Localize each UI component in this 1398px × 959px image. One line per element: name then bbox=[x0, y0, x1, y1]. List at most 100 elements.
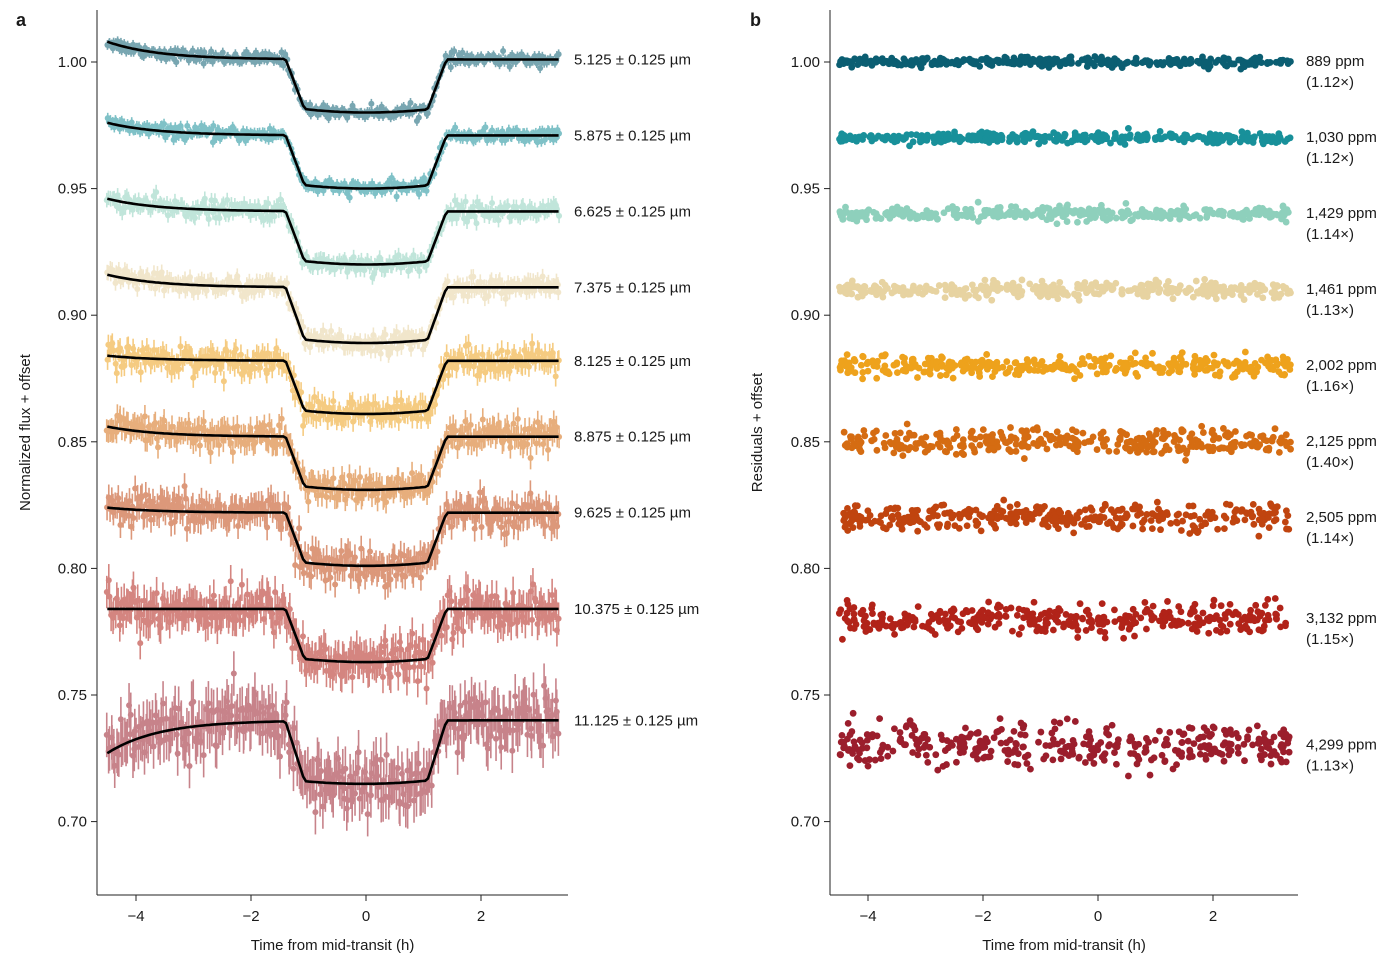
data-point bbox=[184, 122, 191, 129]
data-point bbox=[350, 254, 357, 261]
data-point bbox=[277, 196, 284, 203]
data-point bbox=[152, 420, 159, 427]
data-point bbox=[112, 360, 119, 367]
data-point bbox=[117, 522, 124, 529]
data-point bbox=[393, 328, 400, 335]
data-point bbox=[369, 413, 376, 420]
data-point bbox=[556, 212, 563, 219]
data-point bbox=[298, 389, 305, 396]
data-point bbox=[496, 276, 503, 283]
data-point bbox=[378, 344, 385, 351]
data-point bbox=[137, 640, 144, 647]
data-point bbox=[150, 346, 157, 353]
data-point bbox=[447, 64, 454, 71]
data-point bbox=[473, 352, 480, 359]
data-point bbox=[470, 273, 477, 280]
data-point bbox=[459, 49, 466, 56]
data-point bbox=[125, 512, 132, 519]
data-point bbox=[427, 410, 434, 417]
data-point bbox=[104, 356, 111, 363]
data-point bbox=[531, 426, 538, 433]
data-point bbox=[330, 398, 337, 405]
data-point bbox=[148, 516, 155, 523]
data-point bbox=[360, 557, 367, 564]
data-point bbox=[384, 581, 391, 588]
data-point bbox=[423, 187, 430, 194]
data-point bbox=[434, 548, 441, 555]
data-point bbox=[323, 494, 330, 501]
data-point bbox=[477, 365, 484, 372]
data-point bbox=[128, 362, 135, 369]
data-point bbox=[155, 444, 162, 451]
data-point bbox=[444, 278, 451, 285]
data-point bbox=[112, 279, 119, 286]
data-point bbox=[424, 110, 431, 117]
data-point bbox=[533, 60, 540, 67]
data-point bbox=[189, 47, 196, 54]
data-point bbox=[219, 49, 226, 56]
data-point bbox=[237, 351, 244, 358]
data-point bbox=[300, 570, 307, 577]
data-point bbox=[527, 455, 534, 462]
data-point bbox=[113, 428, 120, 435]
data-point bbox=[260, 217, 267, 224]
data-point bbox=[251, 365, 258, 372]
data-point bbox=[525, 363, 532, 370]
data-point bbox=[132, 485, 139, 492]
data-point bbox=[125, 420, 132, 427]
data-point bbox=[489, 200, 496, 207]
data-point bbox=[182, 495, 189, 502]
data-point bbox=[345, 414, 352, 421]
data-point bbox=[142, 359, 149, 366]
data-point bbox=[305, 498, 312, 505]
data-point bbox=[465, 341, 472, 348]
data-point bbox=[232, 346, 239, 353]
data-point bbox=[183, 525, 190, 532]
data-point bbox=[545, 446, 552, 453]
data-point bbox=[177, 343, 184, 350]
data-point bbox=[495, 217, 502, 224]
data-point bbox=[269, 276, 276, 283]
data-point bbox=[357, 570, 364, 577]
data-point bbox=[395, 417, 402, 424]
data-point bbox=[265, 200, 272, 207]
data-point bbox=[110, 347, 117, 354]
data-point bbox=[211, 197, 218, 204]
data-point bbox=[398, 566, 405, 573]
data-point bbox=[502, 295, 509, 302]
data-point bbox=[504, 202, 511, 209]
data-point bbox=[416, 191, 423, 198]
data-point bbox=[498, 290, 505, 297]
data-point bbox=[292, 562, 299, 569]
data-point bbox=[312, 178, 319, 185]
data-point bbox=[210, 122, 217, 129]
data-point bbox=[328, 327, 335, 334]
data-point bbox=[204, 621, 211, 628]
data-point bbox=[470, 203, 477, 210]
data-point bbox=[201, 427, 208, 434]
data-point bbox=[419, 346, 426, 353]
data-point bbox=[134, 286, 141, 293]
data-point bbox=[410, 571, 417, 578]
data-point bbox=[130, 515, 137, 522]
data-point bbox=[451, 48, 458, 55]
data-point bbox=[361, 267, 368, 274]
data-point bbox=[115, 266, 122, 273]
data-point bbox=[141, 413, 148, 420]
data-point bbox=[504, 349, 511, 356]
panel-a-series-points bbox=[103, 404, 563, 514]
data-point bbox=[201, 195, 208, 202]
data-point bbox=[268, 427, 275, 434]
data-point bbox=[285, 504, 292, 511]
data-point bbox=[393, 193, 400, 200]
data-point bbox=[510, 420, 517, 427]
data-point bbox=[305, 553, 312, 560]
data-point bbox=[448, 523, 455, 530]
data-point bbox=[173, 59, 180, 66]
data-point bbox=[349, 398, 356, 405]
data-point bbox=[234, 423, 241, 430]
data-point bbox=[408, 345, 415, 352]
data-point bbox=[415, 114, 422, 121]
data-point bbox=[432, 401, 439, 408]
